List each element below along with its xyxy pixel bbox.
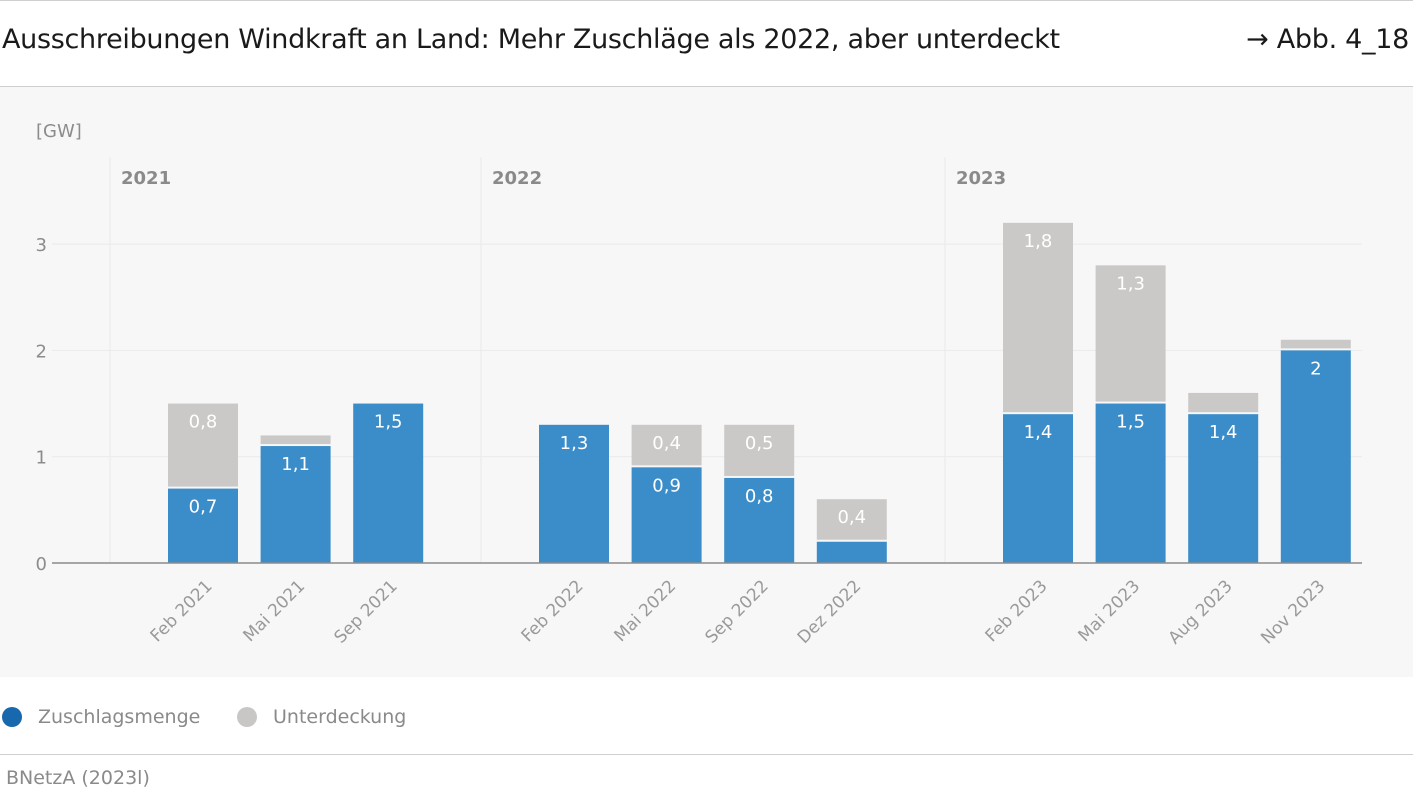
bar-unterdeckung (1280, 339, 1351, 349)
legend-dot-unterdeckung (237, 707, 257, 727)
data-label-zuschlagsmenge: 1,3 (560, 433, 589, 454)
x-tick-label: Sep 2021 (331, 576, 402, 647)
data-label-unterdeckung: 1,3 (1116, 273, 1145, 294)
bar-zuschlagsmenge (1095, 403, 1166, 563)
y-tick-label: 1 (36, 448, 47, 469)
bar-zuschlagsmenge (168, 488, 238, 563)
data-label-zuschlagsmenge: 1,5 (1116, 412, 1145, 433)
top-divider (0, 0, 1413, 1)
source-note: BNetzA (2023l) (6, 767, 150, 789)
data-label-zuschlagsmenge: 1,1 (281, 454, 310, 475)
legend-label: Zuschlagsmenge (38, 706, 201, 728)
group-label: 2023 (956, 168, 1006, 189)
x-tick-label: Sep 2022 (702, 576, 773, 647)
bar-unterdeckung (168, 403, 238, 487)
x-tick-label: Feb 2022 (518, 576, 588, 646)
data-label-unterdeckung: 0,5 (745, 433, 774, 454)
bar-unterdeckung (631, 424, 702, 466)
x-tick-label: Dez 2022 (794, 576, 866, 648)
data-label-unterdeckung: 0,8 (189, 412, 218, 433)
x-tick-label: Nov 2023 (1257, 576, 1329, 648)
bar-unterdeckung (1003, 222, 1073, 413)
data-label-zuschlagsmenge: 1,4 (1209, 422, 1238, 443)
header-divider (0, 86, 1413, 87)
bar-zuschlagsmenge (631, 467, 702, 563)
y-axis-unit-label: [GW] (36, 121, 82, 142)
x-tick-label: Mai 2022 (610, 576, 680, 646)
x-tick-label: Aug 2023 (1165, 576, 1237, 648)
x-tick-label: Feb 2023 (982, 576, 1052, 646)
footer-divider (0, 754, 1413, 755)
legend-label: Unterdeckung (273, 706, 407, 728)
bar-zuschlagsmenge (260, 446, 331, 563)
group-label: 2022 (492, 168, 542, 189)
bar-unterdeckung (724, 424, 795, 476)
bar-zuschlagsmenge (816, 541, 887, 563)
bar-unterdeckung (1095, 265, 1166, 402)
x-tick-label: Mai 2023 (1074, 576, 1144, 646)
bar-unterdeckung (260, 435, 331, 445)
data-label-unterdeckung: 0,4 (652, 433, 681, 454)
data-label-zuschlagsmenge: 0,7 (189, 497, 218, 518)
stacked-bar-chart: 0 1 2 3 [GW] 2021 2022 2023 0,8 0,7 Feb 2021 1,1 Mai… (36, 121, 1362, 648)
data-label-zuschlagsmenge: 0,8 (745, 486, 774, 507)
bar-zuschlagsmenge (353, 403, 424, 563)
chart-title: Ausschreibungen Windkraft an Land: Mehr … (2, 24, 1060, 55)
bar-zuschlagsmenge (724, 477, 795, 563)
data-label-zuschlagsmenge: 1,5 (374, 412, 403, 433)
data-label-zuschlagsmenge: 1,4 (1024, 422, 1053, 443)
data-label-zuschlagsmenge: 2 (1310, 358, 1321, 379)
y-tick-label: 2 (36, 341, 47, 362)
group-label: 2021 (121, 168, 171, 189)
plot-background (0, 87, 1413, 677)
bar-zuschlagsmenge (1280, 350, 1351, 563)
bar-unterdeckung (816, 499, 887, 540)
x-tick-label: Feb 2021 (147, 576, 217, 646)
chart-header: Ausschreibungen Windkraft an Land: Mehr … (0, 0, 1413, 86)
y-tick-label: 0 (36, 554, 47, 575)
data-label-unterdeckung: 1,8 (1024, 231, 1053, 252)
bar-zuschlagsmenge (1003, 414, 1073, 563)
data-label-unterdeckung: 0,4 (837, 507, 866, 528)
bar-zuschlagsmenge (539, 424, 609, 563)
bar-unterdeckung (1188, 392, 1259, 413)
figure-reference-link[interactable]: → Abb. 4_18 (1246, 24, 1409, 55)
legend-dot-zuschlagsmenge (2, 707, 22, 727)
data-label-zuschlagsmenge: 0,9 (652, 475, 681, 496)
y-tick-label: 3 (36, 235, 47, 256)
x-tick-label: Mai 2021 (239, 576, 309, 646)
bar-zuschlagsmenge (1188, 414, 1259, 563)
